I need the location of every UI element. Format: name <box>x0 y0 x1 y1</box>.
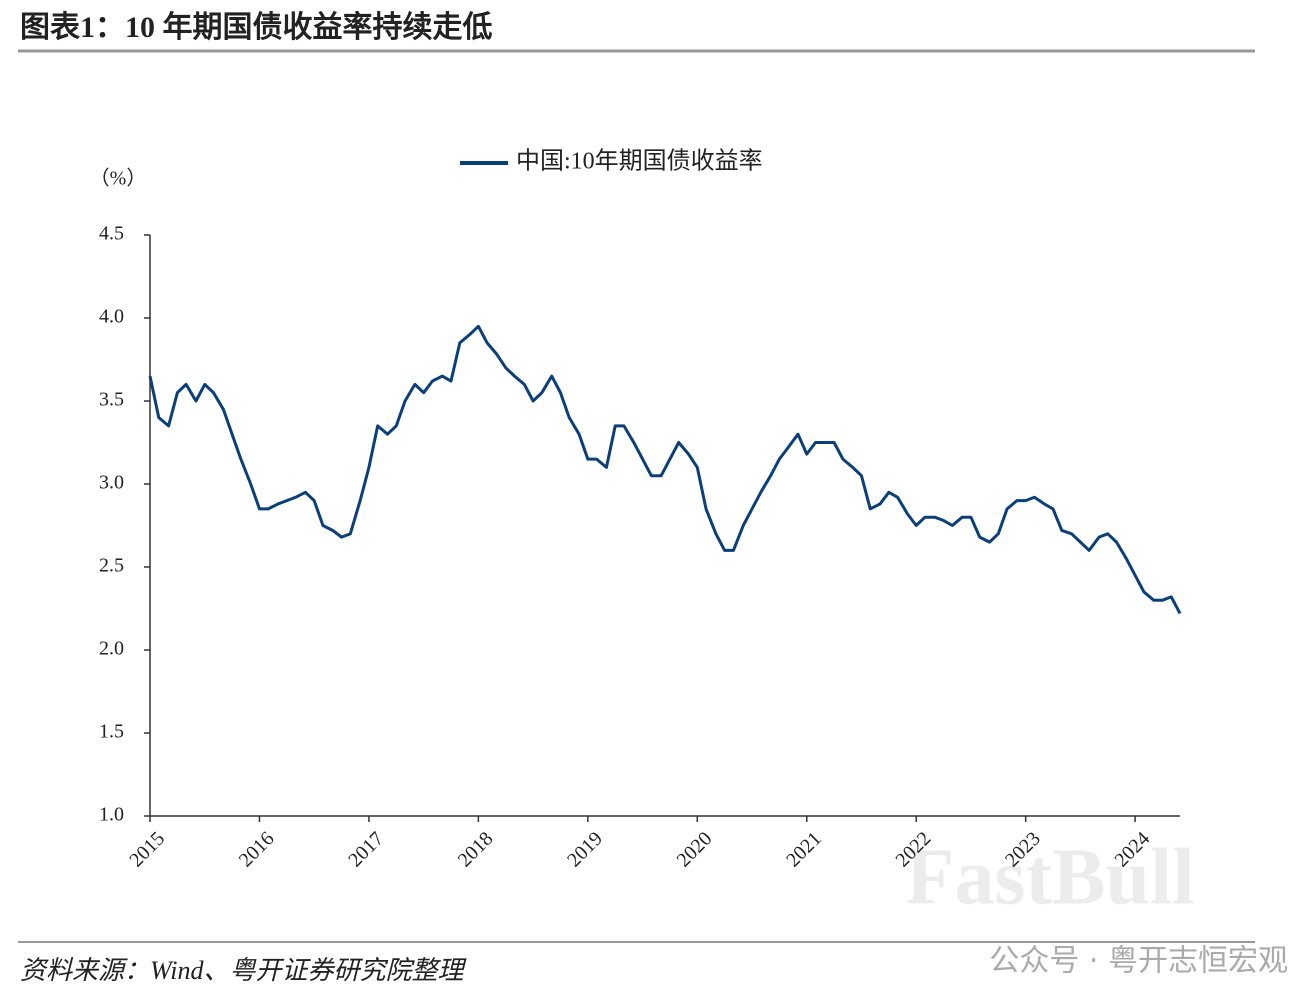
x-tick-label: 2018 <box>454 828 498 872</box>
y-tick-label: 4.5 <box>99 223 124 245</box>
y-tick-label: 4.0 <box>99 306 124 328</box>
y-axis-unit: （%） <box>90 167 147 190</box>
series-line <box>148 324 1182 615</box>
y-tick-label: 1.0 <box>99 804 124 826</box>
y-tick-label: 2.5 <box>99 555 124 577</box>
source-note: 资料来源：Wind、粤开证券研究院整理 <box>20 956 467 985</box>
y-tick-label: 3.5 <box>99 389 124 411</box>
x-tick-label: 2017 <box>344 828 388 872</box>
x-tick-label: 2020 <box>673 828 717 872</box>
x-tick-label: 2019 <box>563 828 607 872</box>
y-tick-label: 2.0 <box>99 638 124 660</box>
x-tick-label: 2021 <box>782 828 826 872</box>
watermark-logo: FastBull <box>906 833 1195 921</box>
chart-title: 图表1：10 年期国债收益率持续走低 <box>20 11 493 44</box>
y-tick-label: 3.0 <box>99 472 124 494</box>
x-tick-label: 2016 <box>235 828 279 872</box>
legend-label: 中国:10年期国债收益率 <box>516 148 763 175</box>
y-tick-label: 1.5 <box>99 721 124 743</box>
watermark: 公众号 · 粤开志恒宏观 <box>989 944 1288 979</box>
x-tick-label: 2015 <box>125 828 169 872</box>
